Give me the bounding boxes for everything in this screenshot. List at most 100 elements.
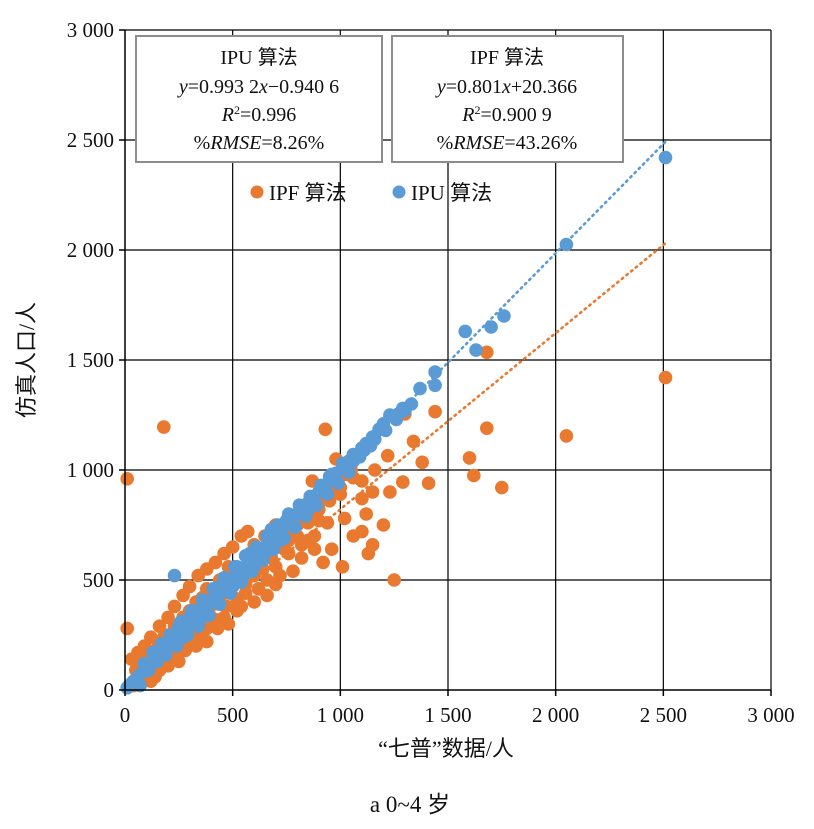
axes bbox=[119, 29, 772, 696]
y-tick-label: 3 000 bbox=[67, 18, 114, 42]
ipf-rmse-value: =43.26% bbox=[504, 132, 577, 154]
ipu-point bbox=[182, 610, 197, 625]
ipu-point bbox=[428, 365, 442, 379]
ipu-r2-value: =0.996 bbox=[240, 104, 296, 126]
ipu-eq-y: y bbox=[177, 76, 188, 98]
ipf-point bbox=[208, 555, 223, 570]
ipf-point bbox=[387, 573, 402, 587]
ipf-point bbox=[294, 551, 309, 565]
ipf-point bbox=[368, 463, 382, 477]
ipf-point bbox=[559, 429, 574, 443]
x-axis-title: “七普”数据/人 bbox=[378, 736, 514, 761]
ipf-point bbox=[161, 659, 175, 673]
ipu-point bbox=[273, 533, 287, 548]
ipf-point bbox=[286, 564, 300, 578]
ipf-eq-y: y bbox=[435, 76, 446, 98]
y-tick-label: 1 500 bbox=[67, 348, 114, 372]
ipu-point bbox=[378, 423, 393, 438]
ipf-r2-label: R bbox=[461, 104, 474, 126]
ipf-point bbox=[365, 485, 380, 499]
ipf-r2-value: =0.900 9 bbox=[480, 104, 551, 126]
ipf-point bbox=[316, 555, 330, 570]
ipu-r2-sup: 2 bbox=[234, 103, 240, 117]
ipu-point bbox=[559, 237, 574, 252]
ipu-eq-equals: = bbox=[188, 76, 199, 98]
x-tick-labels: 0 500 1 000 1 500 2 000 2 500 3 000 bbox=[120, 703, 795, 727]
ipf-point bbox=[189, 639, 203, 653]
ipf-point bbox=[480, 421, 494, 436]
ipu-point bbox=[193, 612, 208, 627]
legend-ipf-label: IPF 算法 bbox=[269, 181, 347, 205]
ipu-point bbox=[413, 381, 427, 396]
ipf-point bbox=[144, 630, 158, 644]
ipu-point bbox=[141, 663, 156, 677]
ipf-point bbox=[359, 507, 374, 521]
ipf-rmse: %RMSE=43.26% bbox=[437, 132, 578, 154]
ipu-point bbox=[243, 546, 257, 561]
ipf-eq-intercept: +20.366 bbox=[511, 76, 577, 98]
ipu-point bbox=[497, 309, 511, 323]
y-axis-title: 仿真人口/人 bbox=[14, 302, 39, 418]
y-tick-label: 2 000 bbox=[67, 238, 114, 262]
ipf-point bbox=[355, 491, 369, 506]
ipu-point bbox=[264, 522, 279, 537]
ipf-annotation-frame bbox=[391, 35, 624, 163]
ipf-point bbox=[415, 455, 430, 470]
ipf-equation: y=0.801x+20.366 bbox=[435, 76, 577, 98]
ipf-point bbox=[421, 476, 436, 491]
ipf-point bbox=[240, 524, 255, 539]
ipf-point bbox=[312, 513, 326, 528]
ipf-point bbox=[365, 538, 380, 552]
ipu-point bbox=[247, 560, 261, 574]
ipf-point bbox=[172, 654, 186, 669]
ipu-point bbox=[236, 568, 251, 583]
ipf-point bbox=[462, 451, 477, 465]
ipu-eq-intercept: −0.940 6 bbox=[268, 76, 339, 98]
ipu-box-title: IPU 算法 bbox=[220, 46, 297, 69]
ipu-series bbox=[120, 150, 673, 695]
ipu-point bbox=[258, 546, 272, 561]
ipu-point bbox=[301, 502, 315, 517]
ipf-point bbox=[167, 599, 182, 614]
ipf-point bbox=[406, 434, 421, 449]
y-tick-labels: 0 500 1 000 1 500 2 000 2 500 3 000 bbox=[67, 18, 114, 702]
ipu-r2: R2=0.996 bbox=[221, 103, 297, 126]
ipu-point bbox=[458, 324, 473, 339]
ipf-point bbox=[157, 420, 171, 434]
x-tick-label: 0 bbox=[120, 703, 131, 727]
ipu-point bbox=[658, 150, 673, 165]
x-tick-label: 500 bbox=[217, 703, 249, 727]
x-tick-label: 2 500 bbox=[640, 703, 687, 727]
ipu-point bbox=[163, 628, 177, 642]
ipu-point bbox=[167, 568, 182, 583]
ipf-point bbox=[355, 524, 369, 539]
ipf-point bbox=[335, 560, 350, 574]
ipf-rmse-label: RMSE bbox=[452, 132, 504, 154]
y-tick-label: 0 bbox=[104, 678, 115, 702]
ipf-point bbox=[120, 621, 134, 636]
legend-ipu-marker bbox=[392, 185, 406, 199]
ipu-eq-slope: 0.993 2 bbox=[199, 76, 259, 98]
ipf-r2: R2=0.900 9 bbox=[461, 103, 552, 126]
ipf-point bbox=[182, 579, 197, 594]
ipf-point bbox=[273, 568, 287, 583]
ipu-point bbox=[469, 343, 483, 357]
ipf-point bbox=[318, 422, 333, 437]
y-tick-label: 1 000 bbox=[67, 458, 114, 482]
ipu-point bbox=[195, 593, 210, 607]
ipf-rmse-prefix: % bbox=[437, 132, 454, 154]
ipu-point bbox=[154, 637, 169, 651]
ipu-annotation-box: IPU 算法 y=0.993 2x−0.940 6 R2=0.996 %RMSE… bbox=[135, 35, 383, 163]
ipu-point bbox=[279, 513, 294, 528]
ipu-rmse-label: RMSE bbox=[209, 132, 261, 154]
ipf-annotation-box: IPF 算法 y=0.801x+20.366 R2=0.900 9 %RMSE=… bbox=[391, 35, 624, 163]
ipf-point bbox=[247, 595, 261, 609]
ipf-point bbox=[337, 511, 352, 526]
ipf-box-title: IPF 算法 bbox=[470, 46, 544, 69]
ipf-point bbox=[221, 617, 236, 631]
ipu-point bbox=[404, 397, 419, 411]
ipu-point bbox=[484, 320, 498, 334]
ipf-point bbox=[260, 588, 274, 603]
ipf-point bbox=[281, 546, 296, 561]
